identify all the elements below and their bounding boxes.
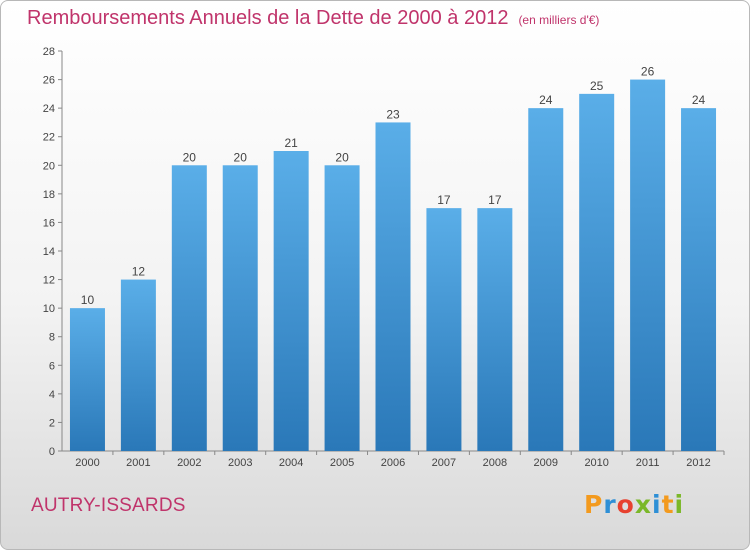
logo-letter: x: [634, 490, 652, 519]
logo-letter: r: [603, 490, 617, 519]
bar-value-label: 12: [132, 265, 146, 279]
bar-value-label: 24: [539, 93, 553, 107]
bar: [426, 208, 462, 451]
proxiti-logo: Proxiti: [584, 490, 684, 519]
bar-value-label: 23: [386, 107, 400, 121]
bar: [375, 122, 411, 451]
logo-letter: t: [661, 490, 675, 519]
y-tick-label: 12: [43, 275, 55, 287]
x-tick-label: 2004: [279, 457, 303, 469]
y-tick-label: 24: [43, 103, 55, 115]
y-tick-label: 6: [49, 360, 55, 372]
y-tick-label: 26: [43, 75, 55, 87]
bar-value-label: 17: [488, 193, 502, 207]
x-tick-label: 2000: [75, 457, 99, 469]
x-tick-label: 2012: [686, 457, 710, 469]
x-tick-label: 2010: [584, 457, 608, 469]
bar: [69, 308, 105, 451]
bar-value-label: 20: [183, 150, 197, 164]
y-tick-label: 2: [49, 417, 55, 429]
bar-value-label: 20: [335, 150, 349, 164]
bar-value-label: 17: [437, 193, 451, 207]
bar: [477, 208, 513, 451]
x-tick-label: 2002: [177, 457, 201, 469]
x-tick-label: 2007: [432, 457, 456, 469]
y-tick-label: 22: [43, 132, 55, 144]
commune-name: AUTRY-ISSARDS: [31, 495, 186, 516]
bar: [528, 108, 564, 452]
bar: [681, 108, 717, 452]
y-tick-label: 14: [43, 246, 55, 258]
y-tick-label: 10: [43, 303, 55, 315]
x-tick-label: 2009: [534, 457, 558, 469]
bar-value-label: 24: [692, 93, 706, 107]
bar-value-label: 25: [590, 79, 604, 93]
y-tick-label: 28: [43, 46, 55, 58]
bar-value-label: 10: [81, 293, 95, 307]
bar: [324, 165, 360, 452]
logo-letter: P: [584, 490, 604, 519]
bar-value-label: 20: [234, 150, 248, 164]
x-tick-label: 2008: [483, 457, 507, 469]
y-tick-label: 0: [49, 446, 55, 458]
bar: [579, 93, 615, 451]
logo-letter: o: [616, 490, 635, 519]
y-tick-label: 18: [43, 189, 55, 201]
bar: [630, 79, 666, 452]
chart-title: Remboursements Annuels de la Dette de 20…: [27, 7, 599, 30]
bar: [222, 165, 258, 452]
x-tick-label: 2006: [381, 457, 405, 469]
chart-unit: (en milliers d'€): [518, 13, 600, 27]
x-tick-label: 2011: [636, 457, 660, 469]
y-tick-label: 16: [43, 217, 55, 229]
bar: [171, 165, 207, 452]
bar-value-label: 26: [641, 65, 655, 79]
chart-bars: 10 12 20 20 21 20 23 17 17 24 25 26 24: [69, 65, 717, 452]
logo-letter: i: [652, 490, 662, 519]
x-tick-label: 2005: [330, 457, 354, 469]
bar: [120, 279, 156, 451]
bar: [273, 151, 309, 451]
logo-letter: i: [674, 490, 685, 519]
y-tick-label: 8: [49, 332, 55, 344]
x-tick-label: 2003: [228, 457, 252, 469]
x-tick-label: 2001: [126, 457, 150, 469]
bar-value-label: 21: [284, 136, 298, 150]
chart-title-text: Remboursements Annuels de la Dette de 20…: [27, 7, 509, 29]
y-tick-label: 20: [43, 160, 55, 172]
y-tick-label: 4: [49, 389, 55, 401]
